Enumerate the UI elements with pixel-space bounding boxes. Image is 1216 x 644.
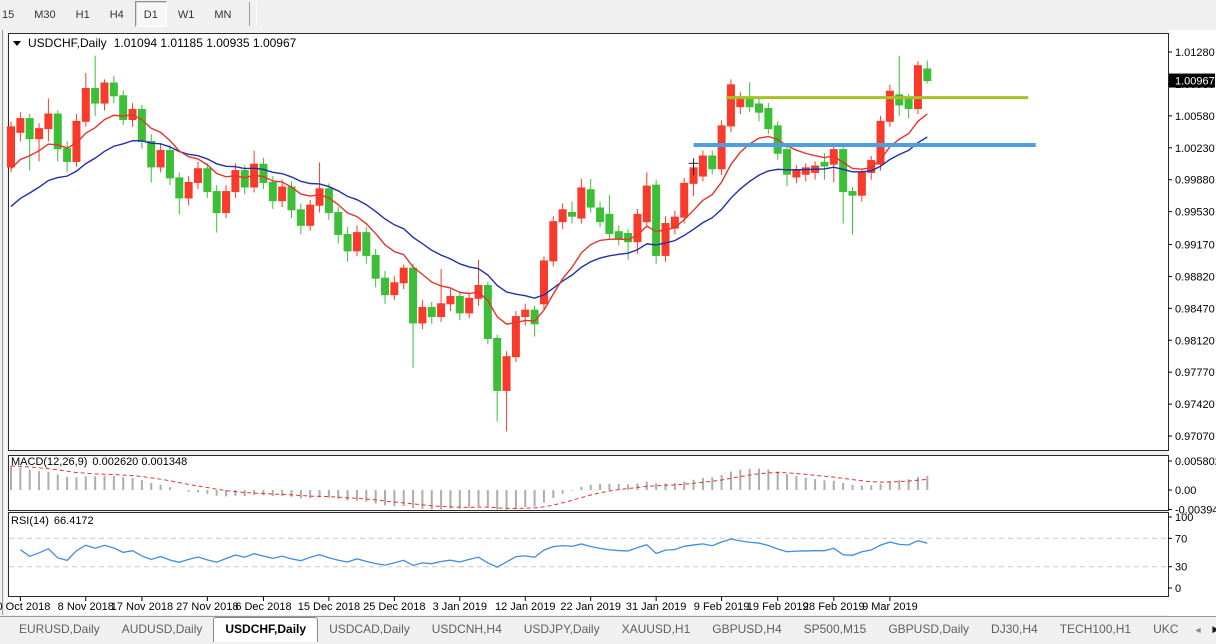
timeframe-button-mn[interactable]: MN bbox=[214, 9, 232, 21]
svg-text:8 Nov 2018: 8 Nov 2018 bbox=[58, 601, 114, 613]
svg-text:22 Jan 2019: 22 Jan 2019 bbox=[560, 601, 621, 613]
macd-label: MACD(12,26,9) 0.002620 0.001348 bbox=[11, 456, 187, 468]
tab-sp500-m15[interactable]: SP500,M15 bbox=[803, 622, 867, 636]
svg-text:28 Feb 2019: 28 Feb 2019 bbox=[803, 601, 865, 613]
tab-usdcad-daily[interactable]: USDCAD,Daily bbox=[329, 622, 410, 636]
svg-text:0.005802: 0.005802 bbox=[1175, 456, 1216, 468]
symbol-tab-bar: EURUSD,Daily AUDUSD,Daily USDCHF,Daily USDC… bbox=[0, 616, 1216, 642]
tab-scroll-controls bbox=[1189, 617, 1216, 642]
svg-text:17 Nov 2018: 17 Nov 2018 bbox=[111, 601, 173, 613]
svg-text:0.99530: 0.99530 bbox=[1175, 207, 1215, 219]
macd-values: 0.002620 0.001348 bbox=[92, 456, 188, 468]
svg-text:30 Oct 2018: 30 Oct 2018 bbox=[0, 601, 50, 613]
tab-usdjpy-daily[interactable]: USDJPY,Daily bbox=[523, 622, 600, 636]
svg-text:19 Feb 2019: 19 Feb 2019 bbox=[747, 601, 809, 613]
svg-text:25 Dec 2018: 25 Dec 2018 bbox=[363, 601, 425, 613]
timeframe-button-m30[interactable]: M30 bbox=[34, 9, 56, 21]
svg-text:100: 100 bbox=[1175, 512, 1193, 524]
svg-text:0.97070: 0.97070 bbox=[1175, 431, 1215, 443]
svg-text:0.99170: 0.99170 bbox=[1175, 239, 1215, 251]
timeframe-button-15[interactable]: 15 bbox=[2, 9, 15, 21]
rsi-name: RSI(14) bbox=[11, 515, 49, 527]
svg-text:30: 30 bbox=[1175, 562, 1187, 574]
tab-scroll-left-icon[interactable] bbox=[1193, 625, 1202, 635]
chart-title: USDCHF,Daily 1.01094 1.01185 1.00935 1.0… bbox=[13, 36, 296, 50]
chart-symbol-label: USDCHF,Daily bbox=[28, 36, 107, 50]
timeframe-button-w1[interactable]: W1 bbox=[177, 9, 195, 21]
svg-text:9 Mar 2019: 9 Mar 2019 bbox=[862, 601, 918, 613]
timeframe-button-h1[interactable]: H1 bbox=[75, 9, 90, 21]
macd-name: MACD(12,26,9) bbox=[11, 456, 88, 468]
tab-gbpusd-daily[interactable]: GBPUSD,Daily bbox=[888, 622, 970, 636]
svg-text:-0.003945: -0.003945 bbox=[1175, 505, 1216, 517]
tab-usdcnh-h4[interactable]: USDCNH,H4 bbox=[431, 622, 502, 636]
toolbar-separator-highlight bbox=[256, 2, 258, 26]
tab-eurusd-daily[interactable]: EURUSD,Daily bbox=[19, 622, 100, 636]
chart-title-dropdown-icon[interactable] bbox=[13, 40, 21, 46]
timeframe-button-d1[interactable]: D1 bbox=[134, 1, 167, 27]
tab-usdchf-daily[interactable]: USDCHF,Daily bbox=[213, 617, 319, 642]
svg-text:1.00580: 1.00580 bbox=[1175, 111, 1215, 123]
svg-text:3 Jan 2019: 3 Jan 2019 bbox=[433, 601, 487, 613]
svg-text:9 Feb 2019: 9 Feb 2019 bbox=[694, 601, 750, 613]
tab-scroll-right-icon[interactable] bbox=[1212, 624, 1216, 635]
svg-text:0.98820: 0.98820 bbox=[1175, 271, 1215, 283]
svg-text:70: 70 bbox=[1175, 533, 1187, 545]
svg-text:0.00: 0.00 bbox=[1175, 485, 1196, 497]
tab-audusd-daily[interactable]: AUDUSD,Daily bbox=[121, 622, 203, 636]
tab-tech100-h1[interactable]: TECH100,H1 bbox=[1059, 622, 1132, 636]
svg-text:0.97770: 0.97770 bbox=[1175, 367, 1215, 379]
svg-text:6 Dec 2018: 6 Dec 2018 bbox=[235, 601, 291, 613]
tab-dj30-h4[interactable]: DJ30,H4 bbox=[991, 622, 1038, 636]
svg-text:0.99880: 0.99880 bbox=[1175, 175, 1215, 187]
rsi-value: 66.4172 bbox=[53, 515, 94, 527]
svg-text:1.00230: 1.00230 bbox=[1175, 143, 1215, 155]
chart-ohlc-values: 1.01094 1.01185 1.00935 1.00967 bbox=[113, 36, 297, 50]
svg-text:0.97420: 0.97420 bbox=[1175, 399, 1215, 411]
svg-text:1.01280: 1.01280 bbox=[1175, 47, 1215, 59]
rsi-label: RSI(14) 66.4172 bbox=[11, 515, 94, 527]
svg-text:31 Jan 2019: 31 Jan 2019 bbox=[626, 601, 687, 613]
svg-text:15 Dec 2018: 15 Dec 2018 bbox=[298, 601, 360, 613]
toolbar-separator bbox=[249, 2, 251, 26]
tab-xauusd-h1[interactable]: XAUUSD,H1 bbox=[621, 622, 691, 636]
tab-gbpusd-h4[interactable]: GBPUSD,H4 bbox=[712, 622, 782, 636]
svg-text:12 Jan 2019: 12 Jan 2019 bbox=[495, 601, 556, 613]
svg-text:0.98470: 0.98470 bbox=[1175, 303, 1215, 315]
svg-text:0.98120: 0.98120 bbox=[1175, 335, 1215, 347]
svg-text:1.00967: 1.00967 bbox=[1175, 76, 1215, 88]
timeframe-button-h4[interactable]: H4 bbox=[109, 9, 124, 21]
svg-text:0: 0 bbox=[1175, 583, 1181, 595]
tab-ukc[interactable]: UKC bbox=[1153, 622, 1179, 636]
svg-text:27 Nov 2018: 27 Nov 2018 bbox=[176, 601, 238, 613]
